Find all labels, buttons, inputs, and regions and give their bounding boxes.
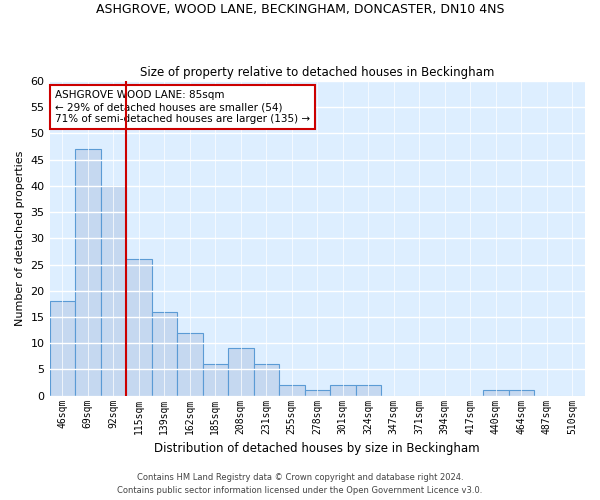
Bar bbox=[254, 364, 279, 396]
Bar bbox=[483, 390, 509, 396]
X-axis label: Distribution of detached houses by size in Beckingham: Distribution of detached houses by size … bbox=[154, 442, 480, 455]
Text: ASHGROVE, WOOD LANE, BECKINGHAM, DONCASTER, DN10 4NS: ASHGROVE, WOOD LANE, BECKINGHAM, DONCAST… bbox=[96, 2, 504, 16]
Bar bbox=[126, 260, 152, 396]
Bar bbox=[330, 385, 356, 396]
Text: ASHGROVE WOOD LANE: 85sqm
← 29% of detached houses are smaller (54)
71% of semi-: ASHGROVE WOOD LANE: 85sqm ← 29% of detac… bbox=[55, 90, 310, 124]
Title: Size of property relative to detached houses in Beckingham: Size of property relative to detached ho… bbox=[140, 66, 494, 78]
Bar bbox=[101, 186, 126, 396]
Bar bbox=[177, 332, 203, 396]
Bar bbox=[228, 348, 254, 396]
Bar bbox=[509, 390, 534, 396]
Bar bbox=[75, 149, 101, 396]
Bar bbox=[356, 385, 381, 396]
Bar bbox=[152, 312, 177, 396]
Bar bbox=[305, 390, 330, 396]
Y-axis label: Number of detached properties: Number of detached properties bbox=[15, 150, 25, 326]
Bar bbox=[279, 385, 305, 396]
Bar bbox=[50, 302, 75, 396]
Bar bbox=[203, 364, 228, 396]
Text: Contains HM Land Registry data © Crown copyright and database right 2024.
Contai: Contains HM Land Registry data © Crown c… bbox=[118, 474, 482, 495]
